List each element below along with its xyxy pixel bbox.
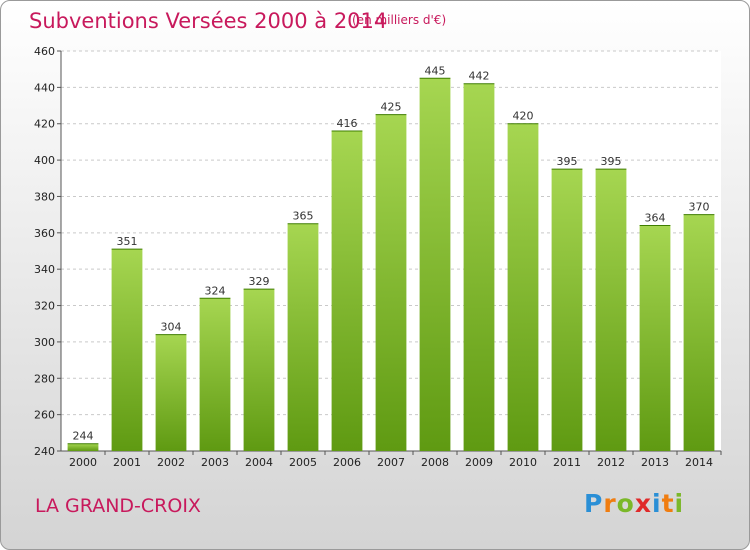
y-tick-label: 400 xyxy=(34,154,55,167)
data-label: 425 xyxy=(381,101,402,114)
x-tick-label: 2002 xyxy=(157,456,185,469)
data-label: 365 xyxy=(293,210,314,223)
y-tick-label: 440 xyxy=(34,81,55,94)
data-label: 351 xyxy=(117,235,138,248)
data-label: 445 xyxy=(425,64,446,77)
x-tick-label: 2006 xyxy=(333,456,361,469)
x-tick-label: 2007 xyxy=(377,456,405,469)
y-tick-label: 240 xyxy=(34,445,55,458)
y-tick-label: 360 xyxy=(34,227,55,240)
logo-letter: x xyxy=(634,489,652,518)
data-label: 395 xyxy=(557,155,578,168)
y-tick-label: 260 xyxy=(34,409,55,422)
data-label: 420 xyxy=(513,110,534,123)
y-tick-label: 280 xyxy=(34,372,55,385)
logo-letter: o xyxy=(616,489,635,518)
x-tick-label: 2009 xyxy=(465,456,493,469)
bar xyxy=(595,169,627,451)
logo-letter: i xyxy=(674,489,685,518)
bar xyxy=(463,83,495,452)
bar xyxy=(331,131,363,451)
bar xyxy=(67,443,99,451)
bar xyxy=(287,223,319,451)
x-tick-label: 2003 xyxy=(201,456,229,469)
chart-title: Subventions Versées 2000 à 2014 xyxy=(29,9,388,33)
bar xyxy=(155,334,187,451)
bar xyxy=(243,289,275,451)
data-label: 244 xyxy=(73,430,94,443)
logo-letter: P xyxy=(584,489,604,518)
logo-letter: i xyxy=(652,489,662,518)
bar xyxy=(375,114,407,452)
x-tick-label: 2001 xyxy=(113,456,141,469)
chart-subtitle: (en milliers d'€) xyxy=(352,13,447,27)
bar xyxy=(683,214,715,451)
y-tick-label: 320 xyxy=(34,300,55,313)
data-label: 370 xyxy=(689,201,710,214)
data-label: 395 xyxy=(601,155,622,168)
commune-name: LA GRAND-CROIX xyxy=(35,495,201,517)
bar xyxy=(419,78,451,451)
x-tick-label: 2011 xyxy=(553,456,581,469)
logo-letter: t xyxy=(661,489,675,518)
data-label: 364 xyxy=(645,212,666,225)
data-label: 304 xyxy=(161,321,182,334)
bar xyxy=(199,298,231,451)
x-tick-label: 2013 xyxy=(641,456,669,469)
y-tick-label: 420 xyxy=(34,118,55,131)
x-tick-label: 2005 xyxy=(289,456,317,469)
x-tick-label: 2004 xyxy=(245,456,273,469)
proxiti-logo[interactable]: Proxiti xyxy=(584,489,684,518)
x-tick-label: 2014 xyxy=(685,456,713,469)
data-label: 324 xyxy=(205,284,226,297)
y-tick-label: 380 xyxy=(34,190,55,203)
logo-letter: r xyxy=(603,489,617,518)
data-label: 329 xyxy=(249,275,270,288)
bar xyxy=(111,249,143,451)
data-label: 442 xyxy=(469,70,490,83)
x-tick-label: 2008 xyxy=(421,456,449,469)
bar xyxy=(507,123,539,452)
data-label: 416 xyxy=(337,117,358,130)
y-tick-label: 460 xyxy=(34,45,55,58)
bar xyxy=(551,169,583,451)
y-tick-label: 300 xyxy=(34,336,55,349)
x-tick-label: 2012 xyxy=(597,456,625,469)
bar xyxy=(639,225,671,451)
y-tick-label: 340 xyxy=(34,263,55,276)
x-tick-label: 2010 xyxy=(509,456,537,469)
x-tick-label: 2000 xyxy=(69,456,97,469)
